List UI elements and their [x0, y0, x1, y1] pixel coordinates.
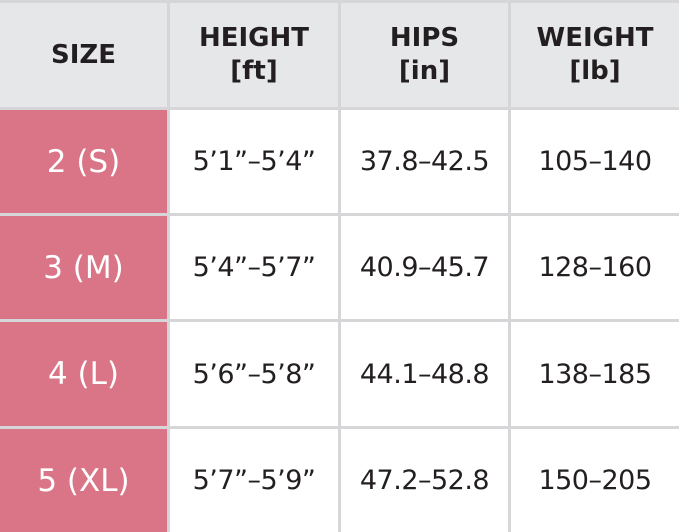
header-line1: SIZE [50, 39, 116, 70]
column-header: SIZE [0, 3, 167, 107]
header-line2: [lb] [569, 56, 621, 86]
weight-cell: 150–205 [511, 429, 679, 532]
height-cell: 5’6”–5’8” [170, 322, 338, 426]
hips-cell: 40.9–45.7 [341, 216, 508, 319]
column-header: WEIGHT [lb] [511, 3, 679, 107]
size-cell: 3 (M) [0, 216, 167, 319]
weight-cell: 105–140 [511, 110, 679, 213]
hips-cell: 44.1–48.8 [341, 322, 508, 426]
header-line2: [in] [398, 56, 451, 86]
header-line2: [ft] [230, 56, 278, 86]
hips-cell: 47.2–52.8 [341, 429, 508, 532]
header-line1: HEIGHT [198, 23, 310, 53]
height-cell: 5’7”–5’9” [170, 429, 338, 532]
weight-cell: 128–160 [511, 216, 679, 319]
hips-cell: 37.8–42.5 [341, 110, 508, 213]
weight-cell: 138–185 [511, 322, 679, 426]
column-header: HIPS [in] [341, 3, 508, 107]
size-cell: 2 (S) [0, 110, 167, 213]
header-line1: HIPS [389, 23, 460, 53]
column-header: HEIGHT [ft] [170, 3, 338, 107]
height-cell: 5’4”–5’7” [170, 216, 338, 319]
header-line1: WEIGHT [536, 23, 654, 53]
size-cell: 4 (L) [0, 322, 167, 426]
size-cell: 5 (XL) [0, 429, 167, 532]
height-cell: 5’1”–5’4” [170, 110, 338, 213]
